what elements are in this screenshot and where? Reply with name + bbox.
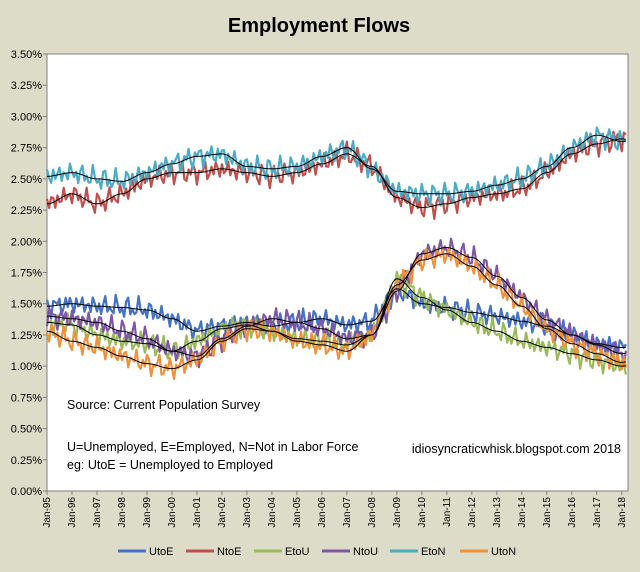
y-tick-label: 2.25%: [11, 205, 42, 217]
legend-label-uton: UtoN: [491, 546, 516, 558]
x-tick-label: Jan-05: [292, 497, 303, 528]
legend: UtoE NtoE EtoU NtoU EtoN UtoN: [118, 546, 516, 558]
y-tick-label: 3.25%: [11, 80, 42, 92]
x-tick-label: Jan-03: [242, 497, 253, 528]
abbreviation-annotation: U=Unemployed, E=Employed, N=Not in Labor…: [67, 440, 359, 454]
trend-line-etou: [46, 278, 626, 367]
y-tick-label: 0.75%: [11, 392, 42, 404]
x-tick-label: Jan-04: [267, 497, 278, 528]
x-tick-label: Jan-16: [567, 497, 578, 528]
y-tick-label: 0.00%: [11, 486, 42, 498]
y-tick-label: 1.00%: [11, 361, 42, 373]
x-tick-label: Jan-10: [417, 497, 428, 528]
y-tick-label: 2.75%: [11, 143, 42, 155]
x-tick-label: Jan-97: [92, 497, 103, 528]
y-tick-label: 1.75%: [11, 268, 42, 280]
blog-credit-annotation: idiosyncraticwhisk.blogspot.com 2018: [412, 442, 621, 456]
x-axis: Jan-95 Jan-96 Jan-97 Jan-98 Jan-99 Jan-00 Jan-…: [42, 491, 628, 528]
x-tick-label: Jan-17: [592, 497, 603, 528]
series-line-ntou: [45, 237, 627, 369]
x-tick-label: Jan-12: [467, 497, 478, 528]
series-line-eton: [45, 126, 627, 207]
x-tick-label: Jan-02: [217, 497, 228, 528]
x-tick-label: Jan-13: [492, 497, 503, 528]
y-tick-label: 2.50%: [11, 174, 42, 186]
y-tick-label: 0.50%: [11, 424, 42, 436]
trend-line-ntoe: [46, 138, 626, 209]
x-tick-label: Jan-06: [317, 497, 328, 528]
legend-label-eton: EtoN: [421, 546, 446, 558]
x-tick-label: Jan-98: [117, 497, 128, 528]
legend-label-etou: EtoU: [285, 546, 310, 558]
example-annotation: eg: UtoE = Unemployed to Employed: [67, 458, 273, 472]
y-axis: 0.00% 0.25% 0.50% 0.75% 1.00% 1.25% 1.50% 1.75%…: [11, 49, 47, 498]
x-tick-label: Jan-15: [542, 497, 553, 528]
legend-label-utoe: UtoE: [149, 546, 173, 558]
legend-label-ntoe: NtoE: [217, 546, 241, 558]
x-tick-label: Jan-01: [192, 497, 203, 528]
y-tick-label: 3.50%: [11, 49, 42, 61]
x-tick-label: Jan-95: [42, 497, 53, 528]
x-tick-label: Jan-18: [617, 497, 628, 528]
x-tick-label: Jan-96: [67, 497, 78, 528]
plot-area: [46, 53, 629, 492]
y-tick-label: 2.00%: [11, 236, 42, 248]
series-layer: [45, 126, 627, 380]
x-tick-label: Jan-14: [517, 497, 528, 528]
source-annotation: Source: Current Population Survey: [67, 398, 261, 412]
x-tick-label: Jan-00: [167, 497, 178, 528]
x-tick-label: Jan-08: [367, 497, 378, 528]
legend-label-ntou: NtoU: [353, 546, 378, 558]
trend-line-utoe: [47, 288, 626, 348]
y-tick-label: 1.25%: [11, 330, 42, 342]
x-tick-label: Jan-09: [392, 497, 403, 528]
trend-line-uton: [46, 253, 626, 370]
x-tick-label: Jan-11: [442, 497, 453, 527]
x-tick-label: Jan-07: [342, 497, 353, 528]
y-tick-label: 1.50%: [11, 299, 42, 311]
series-line-uton: [45, 247, 627, 380]
trend-line-ntou: [47, 246, 626, 357]
y-tick-label: 3.00%: [11, 111, 42, 123]
trend-line-eton: [46, 134, 626, 195]
x-tick-label: Jan-99: [142, 497, 153, 528]
chart-title: Employment Flows: [228, 15, 410, 37]
y-tick-label: 0.25%: [11, 455, 42, 467]
